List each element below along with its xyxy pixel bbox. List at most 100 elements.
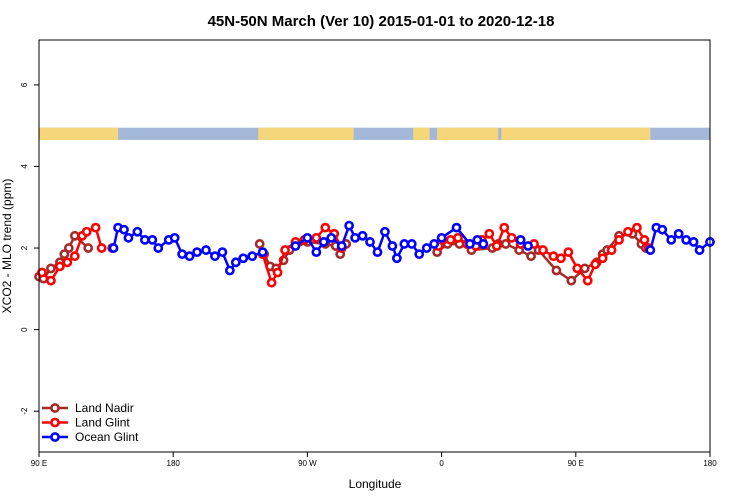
land-segment-3 [437,127,499,140]
data-point-2-32 [380,226,390,237]
x-tick-label: 180 [167,459,181,468]
legend-item-land-nadir: Land Nadir [42,401,134,415]
data-point-1-38 [597,253,608,264]
data-point-2-35 [399,239,410,249]
data-point-2-4 [132,226,143,237]
data-point-2-22 [302,232,313,243]
y-tick-label-group-0: -2 [20,407,29,415]
data-point-2-16 [224,265,235,276]
land-ocean-band [39,127,710,140]
data-point-2-39 [429,239,440,249]
legend-label: Land Glint [75,416,130,430]
data-point-0-5 [63,243,74,253]
data-point-2-24 [318,237,329,247]
y-tick-label-group-3: 4 [20,164,29,169]
data-point-2-37 [414,249,425,260]
data-point-1-11 [272,267,283,278]
data-point-2-46 [523,241,533,251]
data-point-0-6 [69,230,80,241]
data-point-2-27 [344,220,355,231]
x-tick-label: 0 [439,459,444,468]
data-point-2-5 [139,234,150,245]
data-point-1-20 [445,234,456,245]
data-point-0-2 [46,263,56,274]
data-point-2-25 [326,232,337,243]
data-point-0-26 [500,239,511,249]
land-segment-0 [39,127,119,140]
data-point-1-1 [46,275,56,286]
data-point-2-52 [681,234,692,245]
land-segment-2 [413,127,430,140]
data-point-1-7 [90,222,101,233]
data-point-1-32 [548,251,559,262]
x-tick-label: 90 E [31,459,47,468]
legend-label: Land Nadir [75,401,134,415]
data-point-1-36 [582,275,593,286]
data-point-2-38 [421,243,432,253]
data-point-1-42 [632,222,642,233]
data-point-1-16 [320,222,331,233]
data-point-2-21 [290,241,301,251]
y-tick-label: 2 [20,245,29,250]
data-point-1-28 [506,232,517,243]
data-point-2-11 [184,251,195,262]
data-point-1-39 [606,245,617,255]
data-point-2-6 [147,234,158,245]
data-point-1-0 [37,267,47,278]
data-point-1-3 [62,257,73,268]
data-point-2-44 [478,239,489,249]
data-point-1-12 [280,245,290,255]
data-point-2-50 [666,234,677,245]
data-point-0-7 [83,243,94,253]
y-tick-label: -2 [20,407,29,415]
data-point-2-36 [406,239,417,249]
data-point-2-40 [436,232,447,243]
data-point-2-17 [230,257,241,268]
data-point-1-37 [590,259,601,270]
data-point-1-41 [623,226,633,237]
legend-marker [50,432,60,442]
data-point-2-41 [451,222,462,233]
plot-frame [38,39,711,453]
y-tick-label: 4 [20,164,29,169]
data-point-2-33 [387,241,398,251]
data-point-1-8 [96,243,107,253]
data-point-1-43 [639,234,650,245]
data-point-2-19 [247,251,258,262]
data-point-1-31 [538,245,548,255]
data-point-1-26 [491,241,502,251]
legend-item-ocean-glint: Ocean Glint [42,430,139,444]
y-tick-label-group-4: 6 [20,82,29,87]
data-point-0-31 [566,275,577,286]
data-point-2-15 [217,247,228,258]
data-point-0-9 [254,239,265,249]
legend-marker [50,417,60,428]
data-point-1-15 [311,232,322,243]
data-point-1-6 [81,226,92,237]
legend-label: Ocean Glint [75,430,139,444]
data-point-2-34 [391,253,402,264]
data-point-1-25 [484,228,495,239]
data-point-1-10 [266,277,277,288]
data-point-2-23 [311,247,322,258]
land-segment-1 [258,127,354,140]
data-point-2-20 [257,247,268,258]
y-tick-label-group-2: 2 [20,245,29,250]
x-axis-label: Longitude [349,477,402,491]
data-point-2-3 [123,232,134,243]
data-point-2-47 [645,245,656,255]
data-point-2-7 [153,243,164,253]
y-axis-label: XCO2 - MLO trend (ppm) [0,179,14,314]
data-point-2-28 [350,232,361,243]
x-tick-label: 90 W [298,459,317,468]
data-point-1-27 [499,222,510,233]
data-point-0-28 [526,251,536,262]
x-tick-label: 90 E [568,459,584,468]
data-point-1-40 [614,234,624,245]
data-point-2-13 [201,245,211,255]
data-point-2-0 [108,243,119,253]
data-point-2-42 [465,239,475,249]
data-point-2-54 [694,245,705,255]
